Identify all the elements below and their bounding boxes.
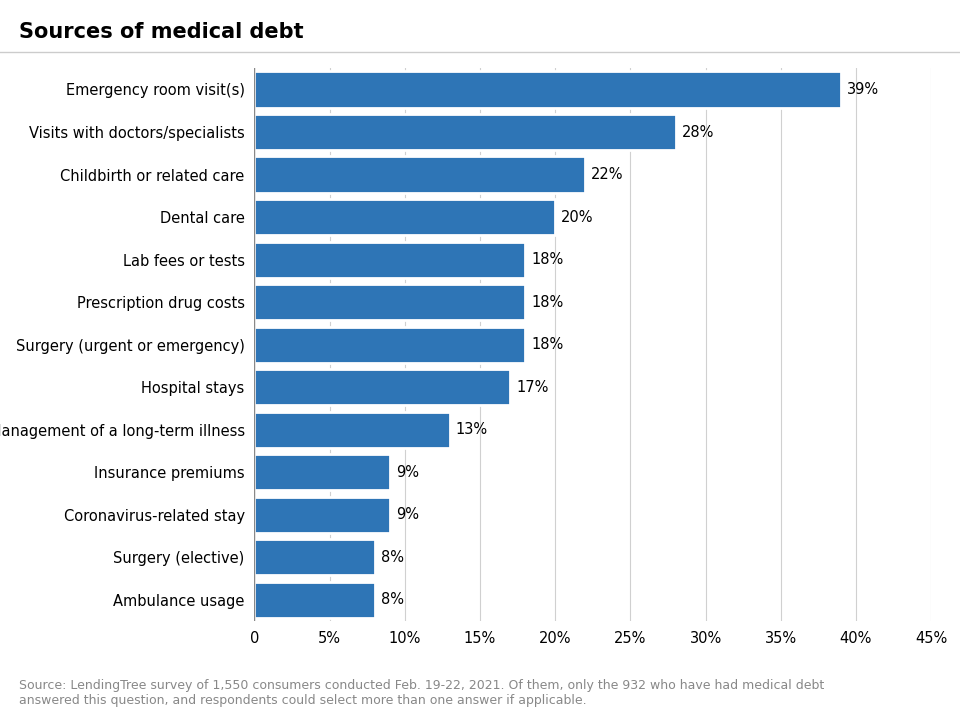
Bar <box>254 157 586 192</box>
Text: 22%: 22% <box>591 167 624 182</box>
Text: 20%: 20% <box>562 210 593 225</box>
Text: 9%: 9% <box>396 507 419 522</box>
Text: 18%: 18% <box>531 294 564 309</box>
Text: 39%: 39% <box>847 82 879 97</box>
Text: 9%: 9% <box>396 465 419 480</box>
Bar <box>254 539 374 575</box>
Bar <box>254 199 555 235</box>
Text: 18%: 18% <box>531 252 564 267</box>
Bar <box>254 497 390 533</box>
Bar <box>254 411 450 448</box>
Text: 8%: 8% <box>381 592 404 607</box>
Bar <box>254 327 525 363</box>
Bar <box>254 241 525 278</box>
Text: 18%: 18% <box>531 337 564 352</box>
Text: 8%: 8% <box>381 550 404 565</box>
Bar <box>254 114 676 150</box>
Bar <box>254 369 510 405</box>
Bar <box>254 582 374 618</box>
Text: Sources of medical debt: Sources of medical debt <box>19 22 303 42</box>
Text: 28%: 28% <box>682 124 714 139</box>
Bar <box>254 284 525 320</box>
Text: 13%: 13% <box>456 422 488 437</box>
Bar <box>254 454 390 490</box>
Text: 17%: 17% <box>516 380 548 395</box>
Text: Source: LendingTree survey of 1,550 consumers conducted Feb. 19-22, 2021. Of the: Source: LendingTree survey of 1,550 cons… <box>19 679 825 707</box>
Bar <box>254 71 841 108</box>
